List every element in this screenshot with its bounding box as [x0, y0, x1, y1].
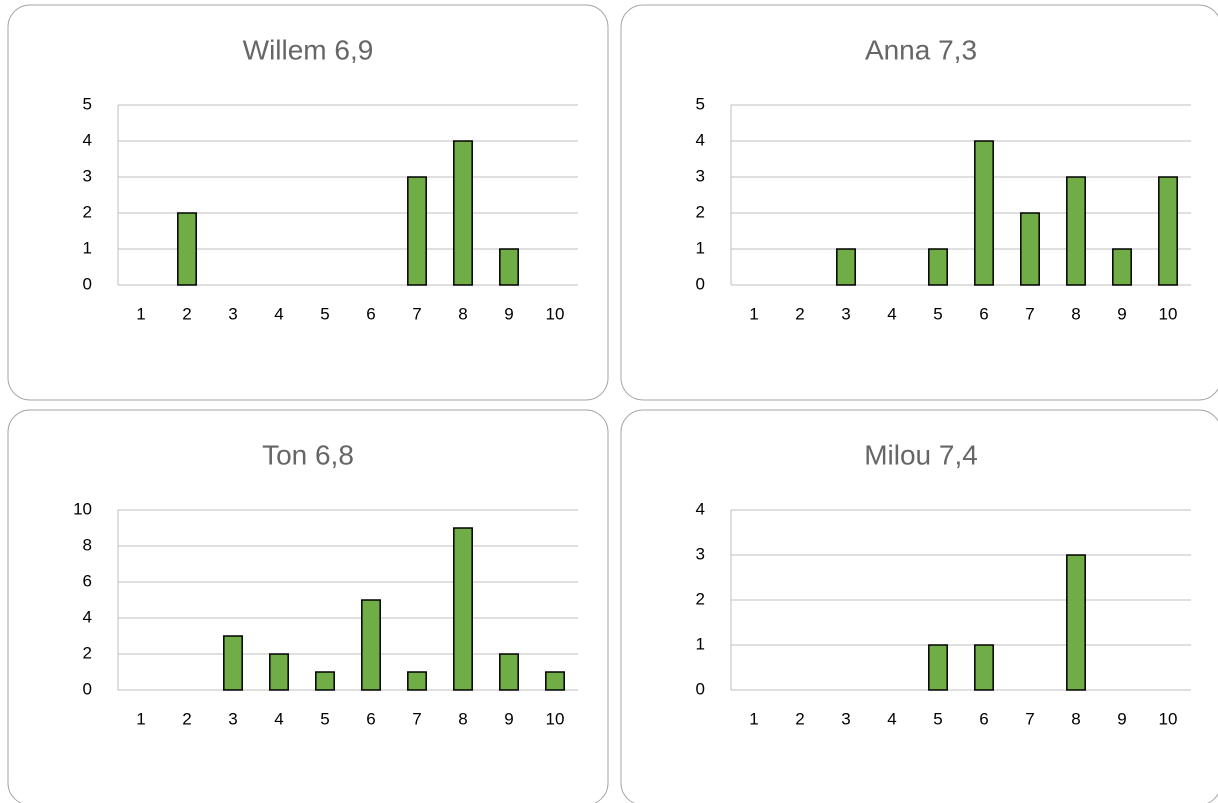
bar [1020, 212, 1040, 286]
y-tick-label: 1 [696, 238, 705, 257]
bar [269, 653, 289, 691]
x-tick-label: 2 [182, 709, 191, 728]
bar [836, 248, 856, 286]
chart-title: Anna 7,3 [865, 34, 977, 65]
y-tick-label: 3 [696, 166, 705, 185]
x-tick-label: 7 [412, 709, 421, 728]
y-tick-label: 8 [83, 535, 92, 554]
x-tick-label: 6 [366, 709, 375, 728]
y-tick-label: 2 [696, 589, 705, 608]
y-tick-label: 0 [83, 679, 92, 698]
x-tick-label: 6 [366, 304, 375, 323]
bar [928, 644, 948, 691]
x-tick-label: 2 [795, 709, 804, 728]
y-tick-label: 3 [83, 166, 92, 185]
bar [974, 644, 994, 691]
bar [974, 140, 994, 286]
bar [453, 527, 473, 691]
x-tick-label: 4 [887, 709, 896, 728]
x-tick-label: 5 [320, 709, 329, 728]
y-tick-label: 5 [696, 94, 705, 113]
bar [1158, 176, 1178, 286]
bar [928, 248, 948, 286]
y-tick-label: 0 [696, 679, 705, 698]
x-tick-label: 10 [1159, 709, 1178, 728]
bar [177, 212, 197, 286]
x-tick-label: 3 [841, 709, 850, 728]
x-tick-label: 5 [933, 709, 942, 728]
y-tick-label: 2 [83, 643, 92, 662]
x-tick-label: 5 [320, 304, 329, 323]
y-tick-label: 4 [696, 499, 705, 518]
x-tick-label: 9 [504, 709, 513, 728]
x-tick-label: 4 [274, 304, 283, 323]
panel [7, 409, 609, 803]
chart-title: Milou 7,4 [864, 439, 978, 470]
x-tick-label: 7 [1025, 709, 1034, 728]
x-tick-label: 1 [136, 709, 145, 728]
bar [499, 653, 519, 691]
x-tick-label: 8 [458, 304, 467, 323]
panel [620, 4, 1218, 401]
x-tick-label: 8 [458, 709, 467, 728]
y-tick-label: 4 [83, 607, 92, 626]
bar [223, 635, 243, 691]
x-tick-label: 5 [933, 304, 942, 323]
y-tick-label: 3 [696, 544, 705, 563]
x-tick-label: 6 [979, 709, 988, 728]
y-tick-label: 10 [73, 499, 92, 518]
x-tick-label: 8 [1071, 304, 1080, 323]
y-tick-label: 0 [83, 274, 92, 293]
y-tick-label: 1 [696, 634, 705, 653]
bar [1066, 554, 1086, 691]
x-tick-label: 3 [228, 304, 237, 323]
x-tick-label: 1 [749, 304, 758, 323]
y-tick-label: 6 [83, 571, 92, 590]
x-tick-label: 9 [1117, 709, 1126, 728]
x-tick-label: 8 [1071, 709, 1080, 728]
x-tick-label: 10 [1159, 304, 1178, 323]
y-tick-label: 2 [696, 202, 705, 221]
y-tick-label: 4 [696, 130, 705, 149]
y-tick-label: 4 [83, 130, 92, 149]
x-tick-label: 3 [841, 304, 850, 323]
bar [1112, 248, 1132, 286]
x-tick-label: 9 [504, 304, 513, 323]
x-tick-label: 9 [1117, 304, 1126, 323]
x-tick-label: 6 [979, 304, 988, 323]
x-tick-label: 4 [887, 304, 896, 323]
x-tick-label: 4 [274, 709, 283, 728]
y-tick-label: 1 [83, 238, 92, 257]
panel [7, 4, 609, 401]
panel [620, 409, 1218, 803]
x-tick-label: 10 [546, 304, 565, 323]
bar [545, 671, 565, 691]
y-tick-label: 5 [83, 94, 92, 113]
bar [1066, 176, 1086, 286]
bar [499, 248, 519, 286]
x-tick-label: 10 [546, 709, 565, 728]
x-tick-label: 1 [136, 304, 145, 323]
chart-title: Willem 6,9 [243, 34, 374, 65]
chart-title: Ton 6,8 [262, 439, 354, 470]
x-tick-label: 1 [749, 709, 758, 728]
x-tick-label: 7 [1025, 304, 1034, 323]
bar [361, 599, 381, 691]
y-tick-label: 0 [696, 274, 705, 293]
x-tick-label: 2 [795, 304, 804, 323]
bar [407, 671, 427, 691]
bar [407, 176, 427, 286]
x-tick-label: 2 [182, 304, 191, 323]
y-tick-label: 2 [83, 202, 92, 221]
bar [315, 671, 335, 691]
x-tick-label: 3 [228, 709, 237, 728]
bar [453, 140, 473, 286]
x-tick-label: 7 [412, 304, 421, 323]
